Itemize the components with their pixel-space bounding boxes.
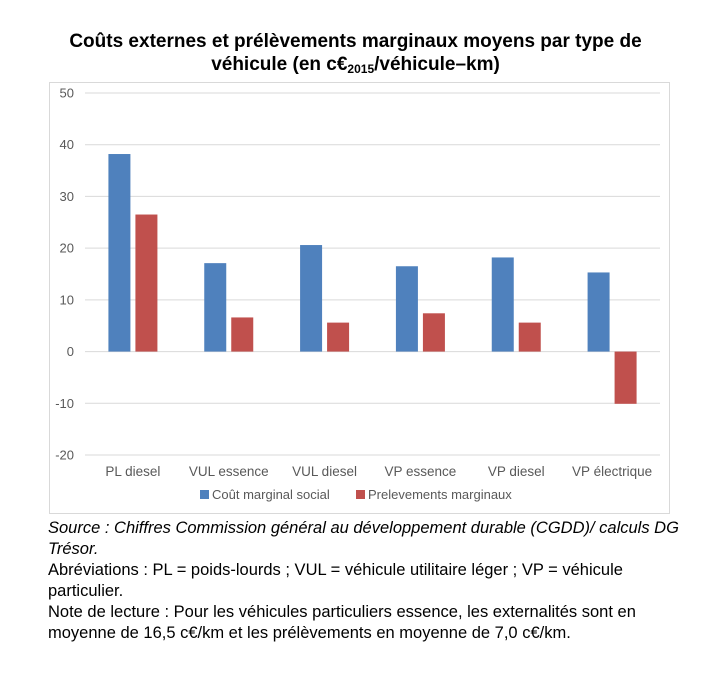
x-category-label: VP essence — [385, 464, 457, 479]
bar-cout-marginal-social — [108, 154, 131, 352]
x-category-label: PL diesel — [105, 464, 160, 479]
bar-prelevements-marginaux — [327, 322, 350, 352]
y-tick-label: -20 — [55, 448, 74, 463]
y-tick-label: 50 — [60, 86, 74, 101]
chart-title-line2-end: /véhicule–km) — [374, 54, 500, 75]
legend-label: Prelevements marginaux — [368, 487, 512, 502]
source-note: Source : Chiffres Commission général au … — [48, 519, 679, 558]
bar-cout-marginal-social — [395, 266, 418, 352]
x-category-label: VP électrique — [572, 464, 652, 479]
legend-label: Coût marginal social — [212, 487, 330, 502]
bar-prelevements-marginaux — [518, 322, 541, 352]
x-category-label: VP diesel — [488, 464, 545, 479]
chart-title-line2: véhicule (en c€2015/véhicule–km) — [0, 53, 711, 76]
legend-swatch — [200, 490, 209, 499]
chart-title-subscript: 2015 — [347, 62, 375, 76]
bar-cout-marginal-social — [204, 263, 227, 352]
notes: Source : Chiffres Commission général au … — [48, 518, 688, 644]
x-category-label: VUL diesel — [292, 464, 357, 479]
chart-title-line2-start: véhicule (en c€ — [211, 54, 348, 75]
x-category-label: VUL essence — [189, 464, 269, 479]
y-tick-label: 30 — [60, 189, 74, 204]
bar-cout-marginal-social — [491, 257, 514, 352]
y-tick-label: 10 — [60, 292, 74, 307]
y-tick-label: 0 — [67, 344, 74, 359]
bar-cout-marginal-social — [587, 272, 610, 352]
y-tick-label: 20 — [60, 241, 74, 256]
bar-prelevements-marginaux — [614, 351, 637, 404]
y-tick-label: 40 — [60, 137, 74, 152]
abbreviations-note: Abréviations : PL = poids-lourds ; VUL =… — [48, 561, 623, 600]
bar-prelevements-marginaux — [135, 214, 158, 352]
chart-title-line1: Coûts externes et prélèvements marginaux… — [69, 31, 642, 52]
bar-prelevements-marginaux — [231, 317, 254, 352]
legend-swatch — [356, 490, 365, 499]
bar-prelevements-marginaux — [422, 313, 445, 352]
chart-title: Coûts externes et prélèvements marginaux… — [0, 30, 711, 76]
y-tick-label: -10 — [55, 396, 74, 411]
reading-note: Note de lecture : Pour les véhicules par… — [48, 603, 636, 642]
bar-cout-marginal-social — [300, 245, 323, 352]
